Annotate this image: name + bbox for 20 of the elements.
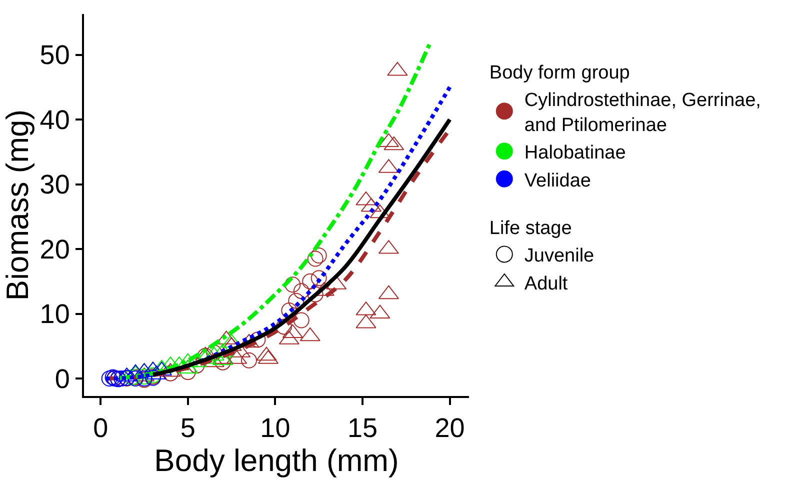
x-tick-label: 10	[260, 413, 290, 444]
x-tick-label: 5	[180, 413, 196, 444]
y-tick-label: 0	[54, 364, 70, 394]
x-tick-label: 20	[434, 413, 465, 444]
x-tick-label: 15	[347, 413, 378, 444]
x-axis-title: Body length (mm)	[154, 443, 399, 478]
y-axis-title: Biomass (mg)	[0, 109, 35, 301]
y-tick-label: 50	[40, 40, 70, 70]
legend-label: Veliidae	[524, 170, 591, 192]
y-tick-label: 30	[40, 170, 70, 200]
legend-label: Adult	[524, 273, 568, 294]
legend-label: Juvenile	[524, 246, 594, 267]
text: Life stage	[489, 218, 572, 239]
legend-label: Halobatinae	[524, 142, 626, 164]
y-tick-label: 20	[40, 234, 70, 264]
legend-label: Cylindrostethinae, Gerrinae, and Ptilomerinae	[524, 90, 761, 136]
x-tick-label: 0	[93, 413, 108, 444]
y-tick-label: 40	[40, 104, 70, 135]
text: Body form group	[489, 62, 630, 84]
y-tick-label: 10	[40, 299, 70, 330]
